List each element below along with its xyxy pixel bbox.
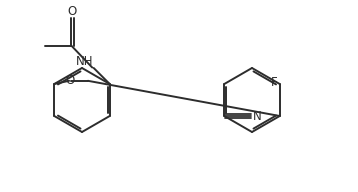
Text: O: O: [66, 74, 75, 87]
Text: O: O: [67, 5, 77, 18]
Text: F: F: [271, 76, 278, 89]
Text: N: N: [252, 109, 261, 122]
Text: NH: NH: [76, 55, 93, 68]
